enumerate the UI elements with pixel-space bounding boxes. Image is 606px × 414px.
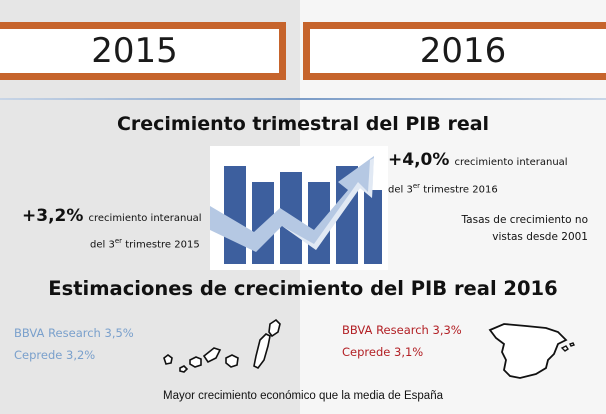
stat-2015-desc: crecimiento interanual xyxy=(88,213,202,224)
growth-note-line2: vistas desde 2001 xyxy=(492,231,588,243)
stat-2016: +4,0% crecimiento interanual del 3er tri… xyxy=(388,150,568,195)
stat-2015-value: +3,2% xyxy=(22,206,84,226)
growth-bar-chart-icon xyxy=(210,156,382,264)
stat-2016-value: +4,0% xyxy=(388,150,450,170)
stat-2015-quarter: del 3er trimestre 2015 xyxy=(90,237,200,251)
year-box-2016: 2016 xyxy=(303,22,606,80)
year-label-2016: 2016 xyxy=(419,31,507,71)
estimate-canarias-bbva: BBVA Research 3,5% xyxy=(14,326,134,340)
estimates-title: Estimaciones de crecimiento del PIB real… xyxy=(48,277,558,300)
stat-2016-quarter: del 3er trimestre 2016 xyxy=(388,182,498,196)
growth-note: Tasas de crecimiento no vistas desde 200… xyxy=(418,212,588,246)
growth-bar-6 xyxy=(364,190,382,264)
footer-text: Mayor crecimiento económico que la media… xyxy=(163,390,443,402)
estimates-espana: BBVA Research 3,3% Ceprede 3,1% xyxy=(342,319,462,363)
estimates-canarias: BBVA Research 3,5% Ceprede 3,2% xyxy=(14,322,134,366)
section-divider xyxy=(0,98,606,100)
rising-arrow-shadow xyxy=(282,158,374,250)
quarterly-growth-title: Crecimiento trimestral del PIB real xyxy=(116,113,490,135)
year-box-2015: 2015 xyxy=(0,22,286,80)
spain-map-icon xyxy=(488,323,575,379)
stat-2015: +3,2% crecimiento interanual del 3er tri… xyxy=(22,206,202,250)
canary-islands-map-icon xyxy=(163,318,281,373)
stat-2016-desc: crecimiento interanual xyxy=(454,157,568,168)
estimate-canarias-ceprede: Ceprede 3,2% xyxy=(14,348,96,362)
year-label-2015: 2015 xyxy=(91,31,178,71)
estimate-espana-ceprede: Ceprede 3,1% xyxy=(342,345,424,359)
growth-note-line1: Tasas de crecimiento no xyxy=(461,214,588,226)
growth-bar-1 xyxy=(224,166,246,264)
estimate-espana-bbva: BBVA Research 3,3% xyxy=(342,323,462,337)
